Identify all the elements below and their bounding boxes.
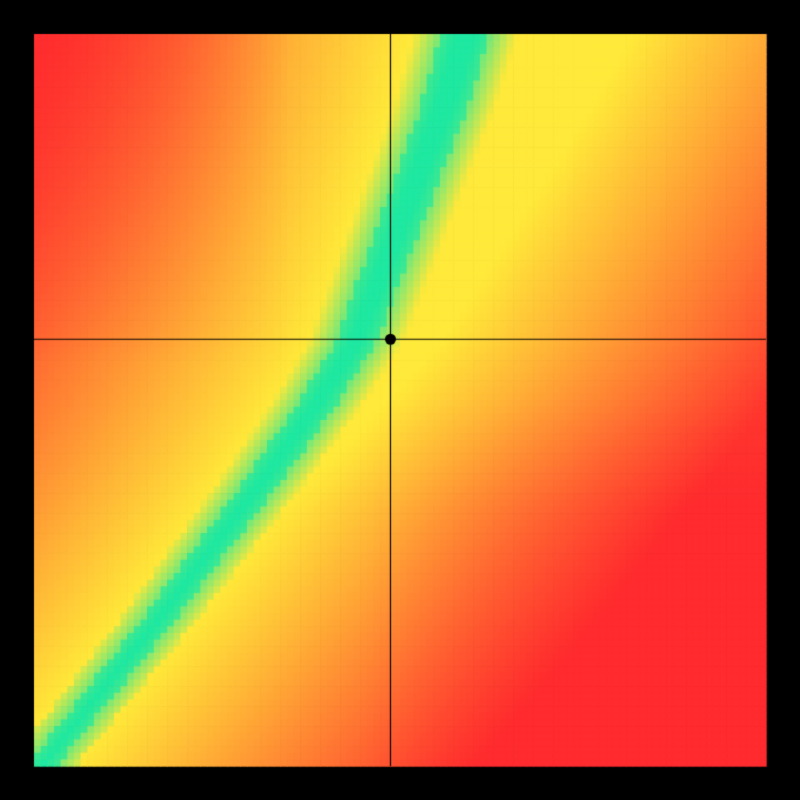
chart-container: TheBottleneck.com bbox=[0, 0, 800, 800]
bottleneck-heatmap bbox=[0, 0, 800, 800]
